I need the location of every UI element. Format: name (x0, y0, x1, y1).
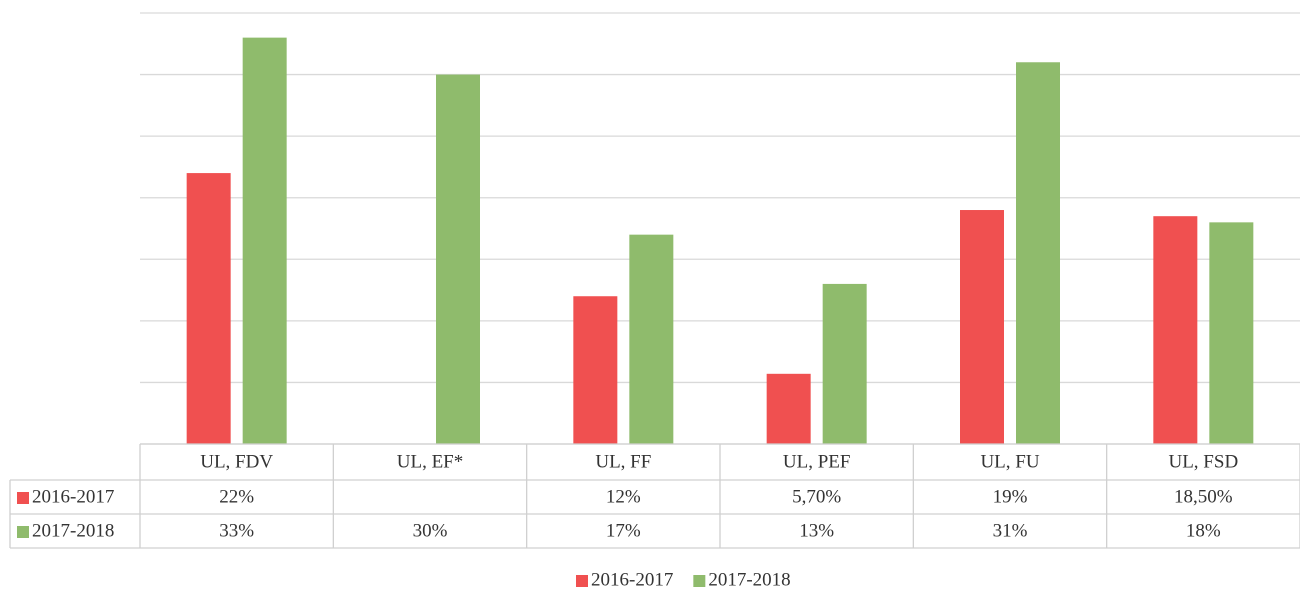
bar (1016, 62, 1060, 444)
data-label: 30% (413, 520, 448, 541)
table-row-label: 2017-2018 (32, 520, 114, 541)
x-tick-label: UL, FDV (200, 451, 273, 472)
data-label: 12% (606, 486, 641, 507)
table-legend-swatch (17, 492, 29, 504)
data-label: 17% (606, 520, 641, 541)
x-tick-label: UL, FSD (1168, 451, 1238, 472)
bar (766, 373, 811, 444)
data-label: 18,50% (1174, 486, 1233, 507)
data-label: 31% (993, 520, 1028, 541)
bar (822, 283, 867, 444)
bar (436, 74, 480, 445)
x-tick-label: UL, PEF (783, 451, 851, 472)
bar (960, 210, 1004, 444)
bar (242, 37, 287, 444)
table-legend-swatch (17, 526, 29, 538)
bar (1153, 216, 1198, 444)
bar (186, 173, 231, 445)
data-label: 5,70% (792, 486, 841, 507)
legend-swatch (693, 575, 706, 587)
legend-label: 2016-2017 (591, 569, 673, 590)
data-label: 22% (219, 486, 254, 507)
legend-label: 2017-2018 (708, 569, 790, 590)
data-label: 13% (799, 520, 834, 541)
data-label: 18% (1186, 520, 1221, 541)
x-tick-label: UL, FU (980, 451, 1039, 472)
legend-swatch (576, 575, 588, 587)
x-tick-label: UL, FF (595, 451, 651, 472)
table-row-label: 2016-2017 (32, 486, 114, 507)
bar (629, 234, 674, 444)
data-label: 33% (219, 520, 254, 541)
data-label: 19% (993, 486, 1028, 507)
x-tick-label: UL, EF* (397, 451, 464, 472)
bar (573, 296, 618, 444)
bar (1209, 222, 1254, 444)
